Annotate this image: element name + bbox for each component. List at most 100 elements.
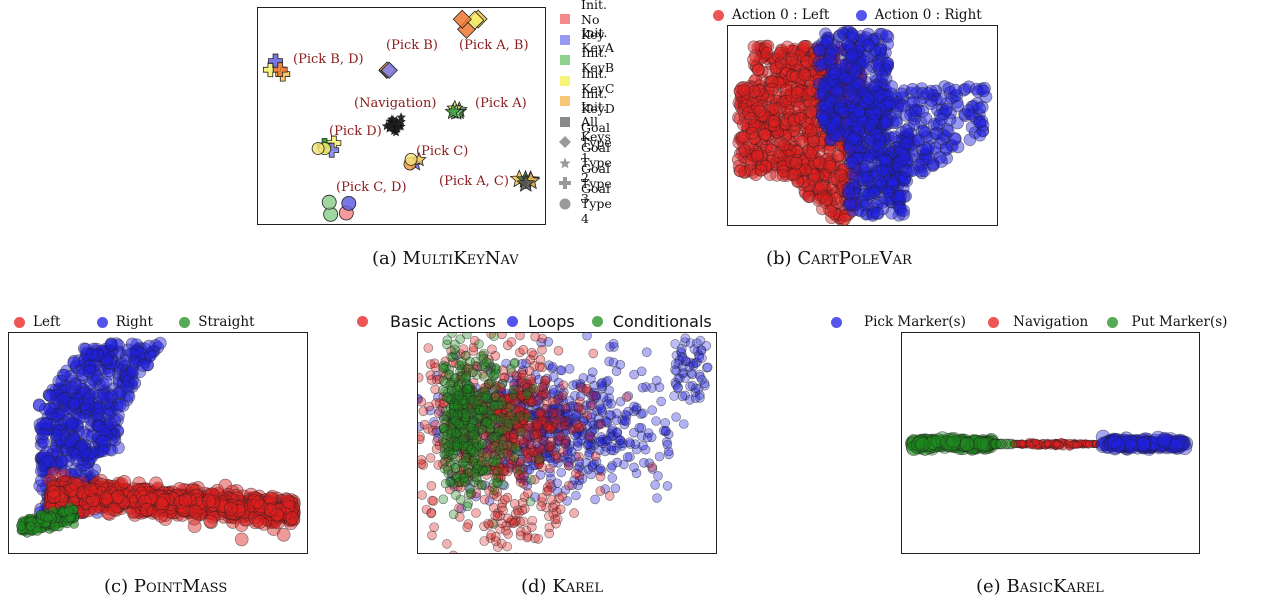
- point-basic-actions: [510, 499, 520, 509]
- point-right: [97, 444, 110, 458]
- point-left: [753, 104, 767, 118]
- point-right: [848, 160, 861, 173]
- point-loops: [636, 366, 647, 377]
- point-loops: [653, 471, 663, 481]
- green-dot-icon: [179, 316, 191, 328]
- point-right: [125, 337, 139, 351]
- legend-label: Goal Type 2: [581, 140, 612, 186]
- point-left: [747, 40, 761, 54]
- point-loops: [636, 409, 646, 419]
- point-loops: [651, 416, 661, 426]
- point-left: [733, 84, 747, 98]
- point-left: [784, 155, 798, 169]
- point-right: [874, 43, 887, 57]
- point-loops: [639, 458, 649, 468]
- point-right: [977, 84, 990, 98]
- point-right: [65, 381, 79, 395]
- square-marker-icon: [558, 115, 572, 129]
- point-loops: [571, 490, 581, 501]
- point-right: [105, 337, 118, 350]
- point-left: [203, 514, 218, 529]
- point-basic-actions: [588, 391, 599, 401]
- point-basic-actions: [518, 344, 529, 355]
- point-basic-actions: [537, 381, 548, 392]
- point-star: [444, 102, 462, 120]
- legend-label: Init. All Keys: [581, 99, 611, 145]
- legend-d: Basic Actions Loops Conditionals: [357, 312, 712, 331]
- point-basic-actions: [537, 492, 548, 503]
- point-straight: [63, 506, 74, 516]
- point-right: [921, 87, 935, 100]
- point-left: [777, 138, 791, 152]
- point-basic-actions: [531, 429, 542, 440]
- legend-item-right: Right: [96, 314, 153, 330]
- point-basic-actions: [595, 419, 606, 430]
- annotation-pick-a-b: (Pick A, B): [459, 38, 529, 53]
- point-loops: [607, 473, 618, 483]
- point-right: [874, 140, 888, 154]
- point-left: [804, 146, 817, 160]
- point-right: [58, 369, 71, 382]
- point-left: [744, 111, 758, 125]
- point-left: [804, 124, 818, 137]
- point-basic-actions: [575, 396, 585, 407]
- point-left: [747, 118, 761, 132]
- point-basic-actions: [544, 485, 554, 496]
- point-left: [776, 169, 790, 182]
- legend-label: Goal Type 4: [581, 181, 612, 227]
- point-circle: [311, 142, 325, 155]
- point-left: [263, 503, 278, 517]
- point-diamond: [380, 61, 398, 79]
- point-star: [386, 116, 397, 126]
- point-basic-actions: [558, 390, 568, 401]
- point-basic-actions: [544, 441, 555, 452]
- point-basic-actions: [582, 383, 592, 394]
- point-right: [881, 56, 894, 70]
- legend-label-straight: Straight: [198, 314, 255, 330]
- annotation-navigation: (Navigation): [354, 96, 437, 111]
- point-right: [973, 102, 986, 115]
- point-basic-actions: [569, 508, 579, 518]
- legend-item: Init. KeyD: [558, 86, 622, 116]
- legend-label-conditionals: Conditionals: [612, 312, 712, 331]
- point-left: [737, 118, 750, 131]
- point-right: [142, 339, 156, 353]
- point-right: [962, 104, 975, 117]
- legend-label: Goal Type 3: [581, 160, 612, 206]
- point-right: [44, 389, 57, 403]
- point-basic-actions: [418, 396, 426, 407]
- point-left: [770, 169, 784, 182]
- point-right: [862, 92, 875, 106]
- point-right: [813, 54, 826, 68]
- legend-item: Goal Type 2: [558, 140, 622, 185]
- point-right: [875, 27, 889, 41]
- point-basic-actions: [558, 380, 569, 391]
- point-left: [815, 63, 828, 76]
- green-dot-icon: [591, 316, 603, 327]
- annotation-pick-c: (Pick C): [416, 144, 469, 159]
- point-basic-actions: [560, 402, 571, 413]
- point-right: [930, 127, 944, 140]
- point-left: [780, 83, 793, 97]
- point-right: [899, 164, 913, 177]
- point-loops: [671, 412, 681, 422]
- point-right: [842, 182, 855, 195]
- point-basic-actions: [479, 494, 490, 505]
- point-left: [789, 156, 803, 170]
- scatter-b: [731, 26, 993, 225]
- point-left: [823, 160, 836, 173]
- legend-label: Init. KeyC: [581, 65, 615, 96]
- point-right: [973, 128, 987, 142]
- point-left: [751, 84, 765, 97]
- point-basic-actions: [534, 443, 545, 453]
- point-right: [828, 112, 841, 125]
- point-basic-actions: [418, 459, 427, 469]
- point-basic-actions: [506, 337, 517, 347]
- point-left: [769, 61, 783, 75]
- legend-label: Init. KeyD: [581, 86, 615, 117]
- caption-c: (c) PointMass: [104, 576, 228, 597]
- point-left: [831, 149, 845, 163]
- legend-item: Goal Type 1: [558, 120, 622, 165]
- point-left: [825, 211, 838, 225]
- point-loops: [663, 446, 674, 457]
